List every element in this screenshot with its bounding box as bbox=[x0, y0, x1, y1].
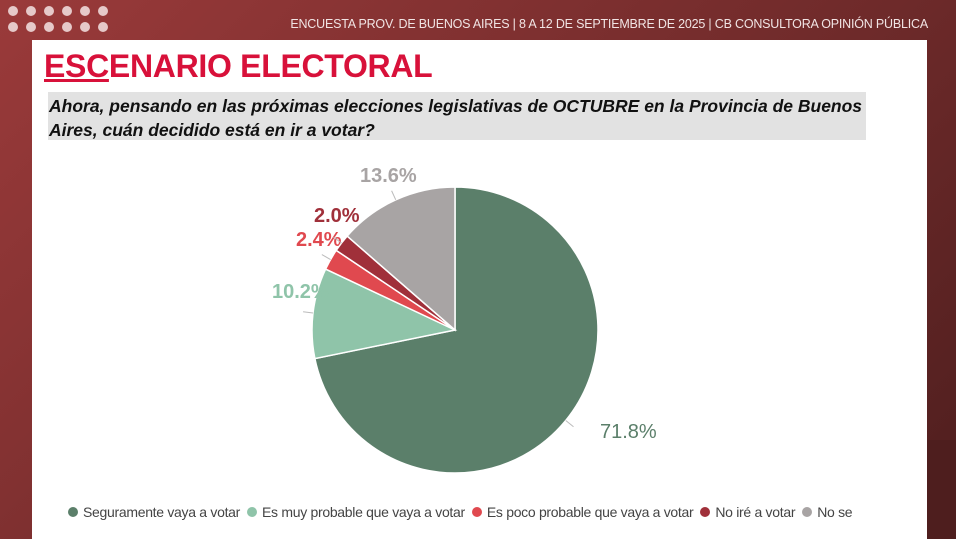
legend-swatch bbox=[68, 507, 78, 517]
legend-item: Seguramente vaya a votar bbox=[68, 504, 240, 520]
label-leader-line bbox=[321, 254, 331, 260]
data-label: 2.0% bbox=[314, 205, 360, 227]
pie-slice bbox=[346, 186, 456, 332]
title-rest: ENARIO ELECTORAL bbox=[108, 48, 433, 84]
pie-chart: 71.8% 10.2% 2.4%2.0%13.6% bbox=[272, 165, 657, 474]
title-underlined: ESC bbox=[44, 48, 109, 84]
label-leader-line bbox=[391, 190, 397, 201]
legend-label: No se bbox=[817, 504, 853, 520]
label-leader-line bbox=[303, 311, 314, 314]
pie-slice bbox=[311, 268, 458, 360]
header-text: ENCUESTA PROV. DE BUENOS AIRES | 8 A 12 … bbox=[290, 17, 928, 31]
legend-label: Es muy probable que vaya a votar bbox=[262, 504, 465, 520]
legend: Seguramente vaya a votar Es muy probable … bbox=[68, 504, 853, 520]
legend-swatch bbox=[247, 507, 258, 517]
legend-item: No iré a votar bbox=[700, 504, 795, 520]
legend-swatch bbox=[802, 507, 813, 517]
legend-label: No iré a votar bbox=[715, 504, 796, 520]
legend-swatch bbox=[700, 507, 711, 517]
legend-label: Seguramente vaya a votar bbox=[83, 504, 241, 520]
label-leader-line bbox=[333, 236, 342, 244]
question-text: Ahora, pensando en las próximas eleccion… bbox=[48, 92, 866, 140]
legend-item: No se bbox=[802, 504, 853, 520]
legend-item: Es muy probable que vaya a votar bbox=[247, 504, 465, 520]
decorative-dots bbox=[8, 6, 110, 32]
slide-panel: ESCENARIO ELECTORAL Ahora, pensando en l… bbox=[32, 40, 927, 539]
legend-item: Es poco probable que vaya a votar bbox=[471, 504, 694, 520]
data-label: 10.2% bbox=[272, 281, 329, 303]
page-title: ESCENARIO ELECTORAL bbox=[44, 48, 433, 85]
legend-swatch bbox=[471, 507, 482, 517]
data-label: 13.6% bbox=[360, 165, 417, 187]
label-leader-line bbox=[565, 420, 574, 428]
data-label: 71.8% bbox=[600, 421, 657, 443]
legend-label: Es poco probable que vaya a votar bbox=[486, 504, 694, 520]
data-label: 2.4% bbox=[296, 229, 342, 251]
